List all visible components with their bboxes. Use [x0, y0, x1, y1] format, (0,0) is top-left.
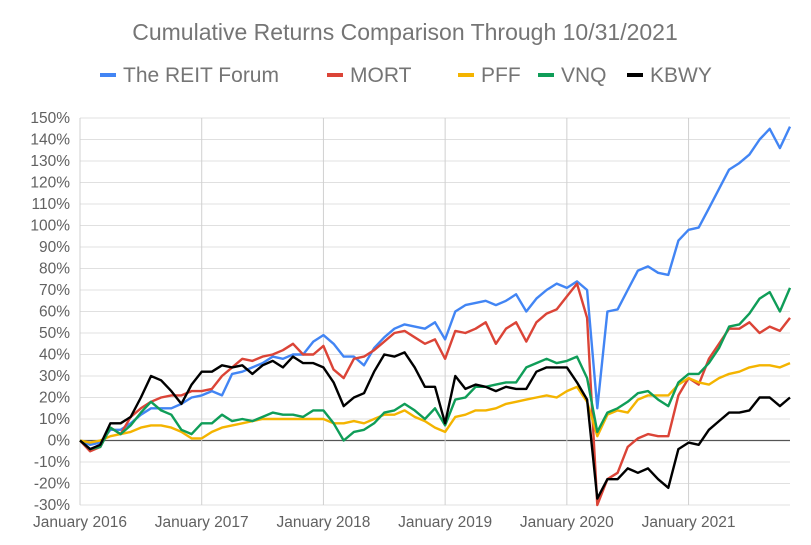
- x-axis-ticks: January 2016 January 2017 January 2018 Janu…: [33, 514, 736, 531]
- y-tick-label: -20%: [34, 476, 70, 493]
- y-tick-label: 40%: [39, 347, 70, 364]
- series-line-pff: [79, 361, 791, 444]
- x-tick-label: January 2019: [398, 514, 492, 531]
- legend-item: KBWY: [627, 64, 712, 87]
- x-tick-label: January 2017: [155, 514, 249, 531]
- y-tick-label: -10%: [34, 454, 70, 471]
- legend-label: The REIT Forum: [123, 64, 279, 87]
- legend-label: PFF: [481, 64, 521, 87]
- y-tick-label: 20%: [39, 390, 70, 407]
- series-line-mort: [79, 282, 791, 507]
- legend-label: MORT: [350, 64, 412, 87]
- series-line-the-reit-forum: [79, 126, 792, 446]
- x-tick-label: January 2020: [520, 514, 614, 531]
- y-tick-label: 70%: [39, 282, 70, 299]
- legend-label: KBWY: [650, 64, 712, 87]
- y-tick-label: 130%: [30, 153, 70, 170]
- y-tick-label: 90%: [39, 239, 70, 256]
- y-tick-label: 110%: [32, 196, 71, 213]
- x-tick-label: January 2018: [276, 514, 370, 531]
- y-tick-label: 150%: [30, 110, 70, 127]
- x-tick-label: January 2016: [33, 514, 127, 531]
- y-tick-label: -30%: [34, 497, 70, 514]
- y-tick-label: 0%: [48, 433, 71, 450]
- series-line-vnq: [79, 287, 792, 451]
- series-lines: [79, 126, 792, 507]
- legend-item: The REIT Forum: [100, 64, 279, 87]
- x-tick-label: January 2021: [642, 514, 736, 531]
- legend: The REIT Forum MORT PFF VNQ KBWY: [100, 64, 712, 87]
- y-tick-label: 60%: [39, 304, 70, 321]
- y-tick-label: 10%: [39, 411, 70, 428]
- y-axis-ticks: -30% -20% -10% 0% 10% 20% 30% 40% 50% 60% 70% 80% 90…: [30, 110, 70, 514]
- legend-item: VNQ: [538, 64, 607, 87]
- legend-item: MORT: [327, 64, 412, 87]
- series-line-kbwy: [79, 351, 791, 500]
- y-tick-label: 100%: [30, 218, 70, 235]
- y-tick-label: 30%: [39, 368, 70, 385]
- legend-label: VNQ: [561, 64, 607, 87]
- y-tick-label: 80%: [39, 261, 70, 278]
- y-tick-label: 50%: [39, 325, 70, 342]
- y-tick-label: 140%: [30, 132, 70, 149]
- legend-item: PFF: [458, 64, 521, 87]
- chart-title: Cumulative Returns Comparison Through 10…: [132, 19, 678, 45]
- y-tick-label: 120%: [30, 175, 70, 192]
